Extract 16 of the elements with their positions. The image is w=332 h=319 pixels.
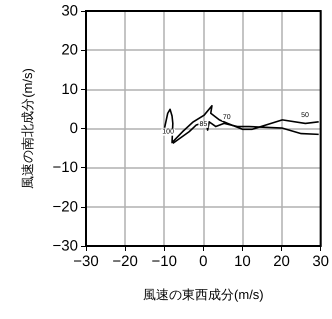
x-tick-label: −30 — [73, 253, 99, 270]
x-tick-label: −10 — [151, 253, 177, 270]
y-tick-label: 30 — [61, 2, 78, 20]
y-tick-label: 0 — [70, 120, 78, 137]
x-axis-title: 風速の東西成分(m/s) — [143, 287, 264, 302]
y-tick-label: −30 — [52, 238, 78, 254]
y-tick-label: 20 — [61, 42, 78, 59]
x-tick-label: 0 — [199, 253, 208, 270]
x-tick-label: −20 — [112, 253, 138, 270]
x-tick-label: 10 — [234, 253, 251, 270]
y-axis-title: 風速の南北成分(m/s) — [20, 68, 35, 189]
y-tick-label: 10 — [61, 80, 78, 98]
x-tick-label: 30 — [312, 253, 329, 270]
x-tick-label: 20 — [273, 253, 290, 270]
y-tick-label: −20 — [52, 198, 78, 216]
y-tick-label: −10 — [52, 159, 78, 176]
